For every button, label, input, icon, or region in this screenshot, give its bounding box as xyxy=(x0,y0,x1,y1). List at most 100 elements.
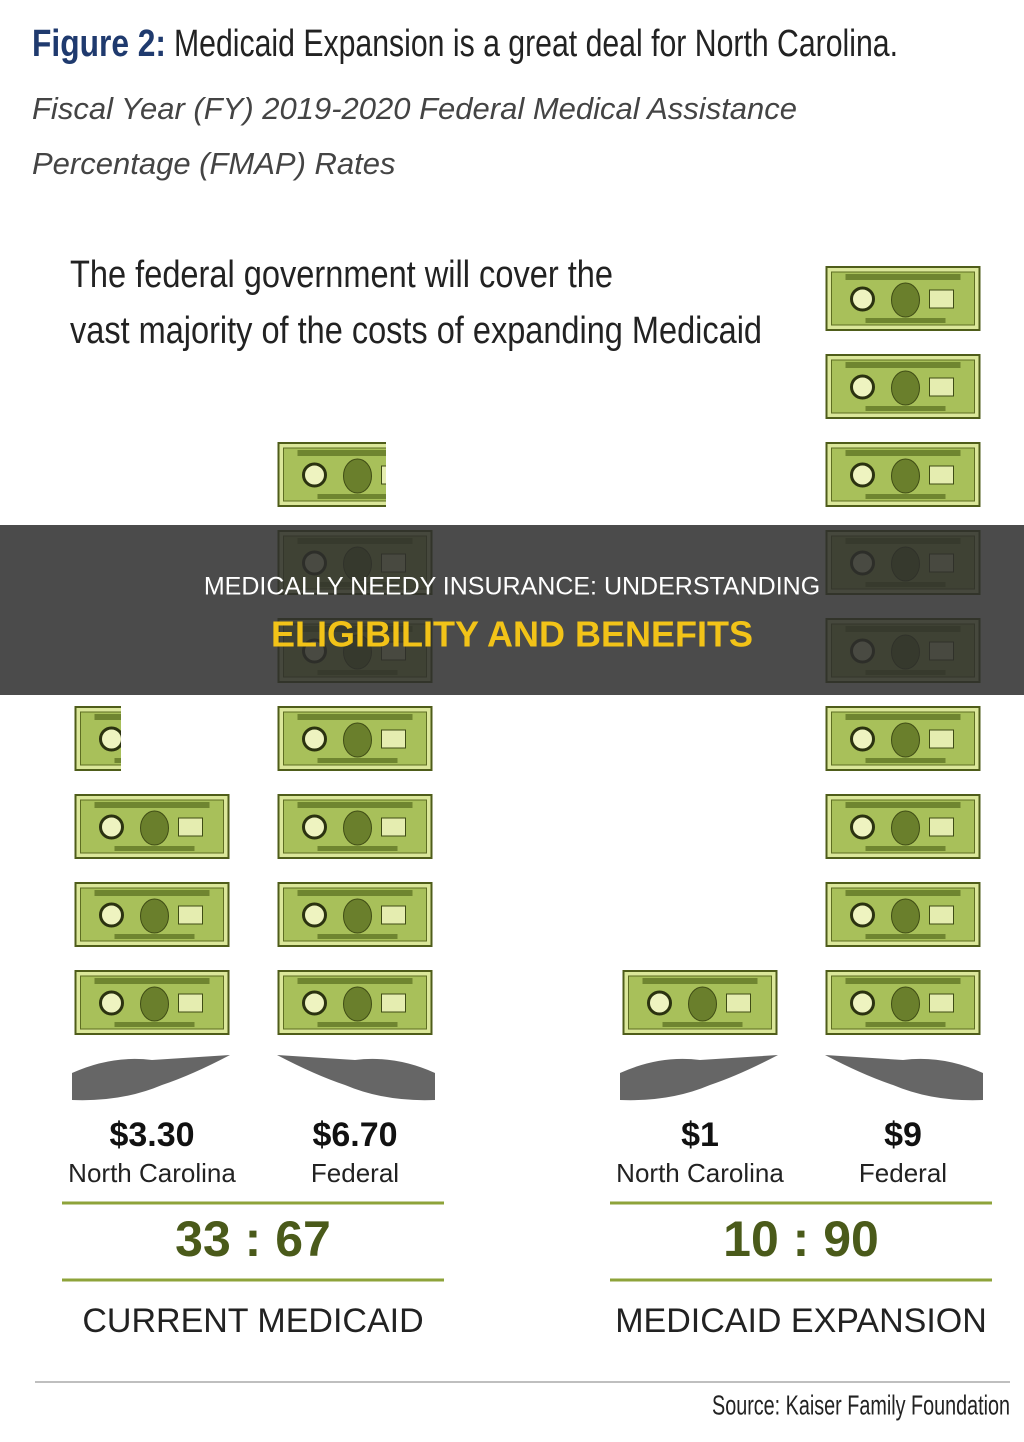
hand xyxy=(825,1055,983,1101)
payer: North Carolina xyxy=(616,1158,784,1188)
banner xyxy=(0,525,1024,695)
bill-band xyxy=(297,802,413,808)
bill-band xyxy=(317,758,398,763)
bill-portrait xyxy=(688,986,717,1022)
bill-seal xyxy=(302,814,327,840)
dollar-bill xyxy=(825,266,981,331)
bill-band xyxy=(114,758,121,763)
payer: North Carolina xyxy=(68,1158,236,1188)
dollar-bill xyxy=(825,354,981,419)
bill-mark xyxy=(929,729,954,749)
dollar-bill xyxy=(277,706,433,771)
bill-portrait xyxy=(891,458,920,494)
bill-seal xyxy=(302,726,327,752)
bill-band xyxy=(845,802,961,808)
dollar-bill xyxy=(825,442,981,507)
bill-portrait xyxy=(891,282,920,318)
payer: Federal xyxy=(859,1158,947,1188)
bill-seal xyxy=(850,814,875,840)
bill-seal xyxy=(99,902,124,928)
bill-band xyxy=(865,318,946,323)
dollar-bill xyxy=(277,442,386,507)
bill-portrait xyxy=(891,810,920,846)
bill-band xyxy=(317,846,398,851)
bill-band xyxy=(94,714,121,720)
bill-band xyxy=(865,494,946,499)
bill-seal xyxy=(850,462,875,488)
bill-band xyxy=(114,846,195,851)
bill-band xyxy=(297,978,413,984)
dollar-bill xyxy=(74,882,230,947)
bill-band xyxy=(845,274,961,280)
figure-title: Medicaid Expansion is a great deal for N… xyxy=(174,23,898,65)
bill-mark xyxy=(178,905,203,925)
bill-seal xyxy=(302,990,327,1016)
bill-band xyxy=(94,978,210,984)
dollar-bill xyxy=(74,970,230,1035)
bill-mark xyxy=(381,817,406,837)
bill-band xyxy=(114,934,195,939)
bill-band xyxy=(317,934,398,939)
bill-mark xyxy=(929,377,954,397)
hand xyxy=(72,1055,230,1101)
bill-band xyxy=(865,406,946,411)
dollar-bill xyxy=(825,706,981,771)
dollar-bill xyxy=(277,882,433,947)
bill-portrait xyxy=(343,722,372,758)
amount: $9 xyxy=(884,1116,922,1154)
bill-mark xyxy=(929,817,954,837)
bill-mark xyxy=(381,993,406,1013)
bill-mark xyxy=(929,289,954,309)
bill-band xyxy=(845,714,961,720)
bill-mark xyxy=(381,729,406,749)
bill-band xyxy=(94,890,210,896)
bill-portrait xyxy=(140,986,169,1022)
bill-portrait xyxy=(891,986,920,1022)
headline: The federal government will cover the xyxy=(70,254,613,296)
subtitle: Fiscal Year (FY) 2019-2020 Federal Medic… xyxy=(32,91,797,126)
hand xyxy=(620,1055,778,1101)
amount: $3.30 xyxy=(109,1116,194,1154)
bill-seal xyxy=(302,462,327,488)
bill-seal xyxy=(302,902,327,928)
bill-portrait xyxy=(891,898,920,934)
panel-name: MEDICAID EXPANSION xyxy=(615,1302,987,1340)
bill-band xyxy=(94,802,210,808)
bill-seal xyxy=(850,286,875,312)
ratio: 10 : 90 xyxy=(723,1211,879,1267)
headline: vast majority of the costs of expanding … xyxy=(70,310,762,352)
bill-band xyxy=(865,1022,946,1027)
ratio: 33 : 67 xyxy=(175,1211,331,1267)
dollar-bill xyxy=(825,794,981,859)
bill-seal xyxy=(850,726,875,752)
bill-band xyxy=(317,494,386,499)
bill-seal xyxy=(99,726,121,752)
bill-band xyxy=(845,362,961,368)
bill-seal xyxy=(850,374,875,400)
dollar-bill xyxy=(622,970,778,1035)
bill-portrait xyxy=(891,370,920,406)
dollar-bill xyxy=(277,970,433,1035)
bill-band xyxy=(642,978,758,984)
bill-band xyxy=(662,1022,743,1027)
bill-mark xyxy=(178,817,203,837)
bill-portrait xyxy=(343,898,372,934)
payer: Federal xyxy=(311,1158,399,1188)
bill-portrait xyxy=(343,986,372,1022)
bill-mark xyxy=(381,905,406,925)
bill-mark xyxy=(929,905,954,925)
dollar-bill xyxy=(74,794,230,859)
source: Source: Kaiser Family Foundation xyxy=(712,1389,1010,1420)
bill-seal xyxy=(99,990,124,1016)
bill-portrait xyxy=(343,458,372,494)
bill-seal xyxy=(850,902,875,928)
dollar-bill xyxy=(277,794,433,859)
dollar-bill xyxy=(74,706,121,771)
bill-band xyxy=(865,758,946,763)
bill-mark xyxy=(929,993,954,1013)
bill-band xyxy=(317,1022,398,1027)
bill-portrait xyxy=(140,810,169,846)
banner-title: ELIGIBILITY AND BENEFITS xyxy=(271,614,753,655)
